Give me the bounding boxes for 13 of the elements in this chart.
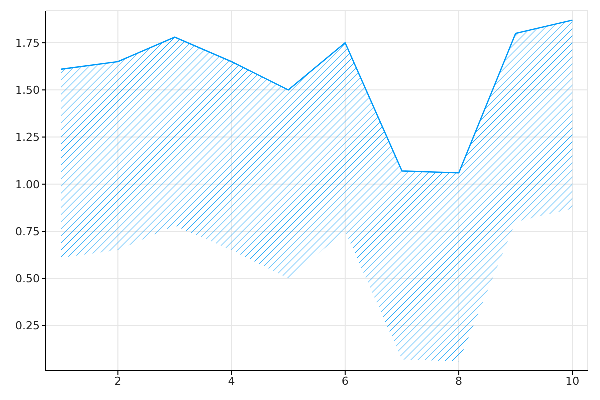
x-tick-label: 6 [342, 374, 349, 388]
y-tick-label: 1.00 [16, 178, 40, 192]
y-tick-label: 0.25 [16, 320, 40, 333]
y-tick-label: 1.75 [16, 36, 40, 50]
x-tick-label: 8 [456, 374, 463, 388]
x-tick-label: 4 [228, 374, 236, 388]
y-tick-label: 1.50 [16, 84, 40, 98]
line-series [60, 20, 574, 174]
x-tick-label: 2 [114, 374, 122, 388]
y-tick-label: 0.50 [16, 272, 40, 286]
y-tick-label: 0.75 [16, 225, 40, 238]
x-tick-label: 10 [566, 374, 580, 388]
y-tick-label: 1.25 [16, 131, 40, 144]
